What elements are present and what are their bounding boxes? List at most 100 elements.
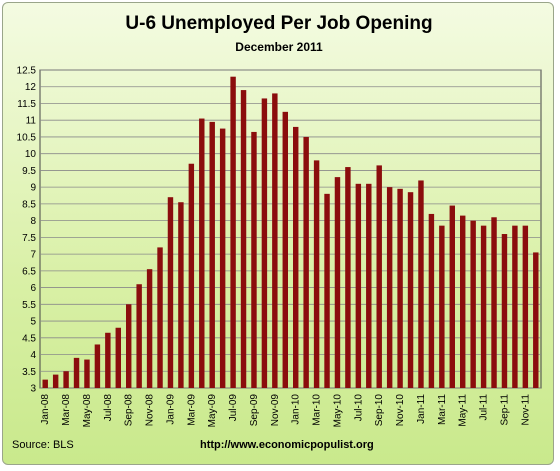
y-tick-label: 8 <box>30 216 36 227</box>
x-tick-label: Sep-08 <box>124 394 135 427</box>
bar <box>136 284 142 388</box>
bar <box>282 111 288 388</box>
bar <box>178 202 184 388</box>
y-tick-label: 10 <box>25 149 37 160</box>
y-tick-label: 11 <box>26 116 37 127</box>
x-tick-label: Sep-09 <box>249 394 260 427</box>
y-tick-label: 9 <box>30 183 36 194</box>
y-tick-label: 6 <box>30 283 36 294</box>
x-tick-label: May-11 <box>458 394 469 427</box>
bar <box>512 225 518 388</box>
x-tick-label: May-08 <box>82 394 93 428</box>
bar <box>303 136 309 388</box>
y-tick-label: 7 <box>30 250 36 261</box>
x-tick-label: Nov-09 <box>270 394 281 427</box>
bar <box>355 183 362 388</box>
grid-lines <box>40 69 541 389</box>
bar <box>167 197 174 388</box>
chart-subtitle: December 2011 <box>235 40 323 54</box>
bar <box>73 357 80 388</box>
bar <box>219 128 226 388</box>
bar <box>313 160 320 388</box>
y-axis: 3 3.5 4 4.5 5 5.5 6 6.5 7 7.5 8 8.5 9 9.5 10 10.5 11 11.5… <box>17 66 37 395</box>
bar <box>418 180 424 388</box>
bar <box>397 188 403 388</box>
bar <box>199 118 205 388</box>
bar <box>428 213 435 388</box>
bar <box>52 374 59 388</box>
y-tick-label: 8.5 <box>22 199 36 210</box>
bar <box>470 220 476 388</box>
x-tick-label: Mar-11 <box>437 394 448 425</box>
bar <box>345 167 351 388</box>
bar <box>261 98 268 388</box>
bar <box>230 76 236 388</box>
bar <box>324 193 330 388</box>
bar <box>501 234 508 388</box>
y-tick-label: 4.5 <box>22 333 36 344</box>
bar <box>522 225 529 388</box>
y-tick-label: 5 <box>30 317 36 328</box>
x-tick-label: Jan-08 <box>40 394 51 425</box>
bar <box>42 379 48 388</box>
x-tick-label: Mar-09 <box>186 394 197 426</box>
y-tick-label: 11.5 <box>17 99 36 110</box>
bar <box>533 252 539 388</box>
x-tick-label: Jan-09 <box>165 394 176 425</box>
y-tick-label: 4 <box>30 350 36 361</box>
x-tick-label: Mar-10 <box>312 394 323 426</box>
y-tick-label: 3 <box>30 384 36 395</box>
x-tick-label: Jan-10 <box>291 394 302 425</box>
bar <box>126 304 132 388</box>
x-tick-label: Jul-09 <box>228 394 239 422</box>
bars <box>42 76 539 389</box>
x-tick-label: Nov-08 <box>145 394 156 427</box>
bar <box>376 165 382 388</box>
bar <box>94 344 101 388</box>
source-note: Source: BLS <box>12 439 74 451</box>
y-tick-label: 7.5 <box>22 233 36 244</box>
bar <box>407 192 414 388</box>
bar <box>188 163 195 388</box>
x-tick-label: Jan-11 <box>416 394 427 424</box>
plot-area <box>39 69 542 389</box>
x-tick-label: May-09 <box>207 394 218 428</box>
bar <box>386 187 393 388</box>
x-tick-label: Jul-08 <box>103 394 114 422</box>
x-tick-label: Mar-08 <box>61 394 72 426</box>
x-tick-label: May-10 <box>332 394 343 428</box>
bar <box>366 183 372 388</box>
y-tick-label: 10.5 <box>17 132 37 143</box>
x-tick-label: Jul-11 <box>479 394 490 421</box>
bar <box>63 371 69 388</box>
bar <box>251 131 257 388</box>
chart-title: U-6 Unemployed Per Job Opening <box>125 13 433 34</box>
bar <box>491 217 497 388</box>
bar <box>449 205 455 388</box>
x-tick-label: Sep-10 <box>374 394 385 427</box>
x-tick-label: Jul-10 <box>353 394 364 422</box>
y-tick-label: 3.5 <box>22 367 36 378</box>
bar <box>480 225 487 388</box>
y-tick-label: 5.5 <box>22 300 36 311</box>
bar <box>157 247 163 388</box>
x-axis: Jan-08 Mar-08 May-08 Jul-08 Sep-08 Nov-08 Jan-… <box>40 394 531 428</box>
bar <box>334 177 341 388</box>
bar <box>272 93 278 389</box>
bar <box>115 327 121 388</box>
x-tick-label: Nov-10 <box>395 394 406 427</box>
website-link[interactable]: http://www.economicpopulist.org <box>200 439 374 451</box>
bar <box>460 215 466 388</box>
x-tick-label: Sep-11 <box>499 394 510 426</box>
bar <box>105 332 111 388</box>
bar <box>209 121 215 388</box>
bar <box>240 90 247 388</box>
y-tick-label: 6.5 <box>22 266 36 277</box>
bar <box>146 269 153 388</box>
x-tick-label: Nov-11 <box>520 394 531 426</box>
y-tick-label: 12 <box>25 82 37 93</box>
y-tick-label: 12.5 <box>17 66 37 77</box>
bar <box>84 359 90 388</box>
bar <box>439 225 445 388</box>
